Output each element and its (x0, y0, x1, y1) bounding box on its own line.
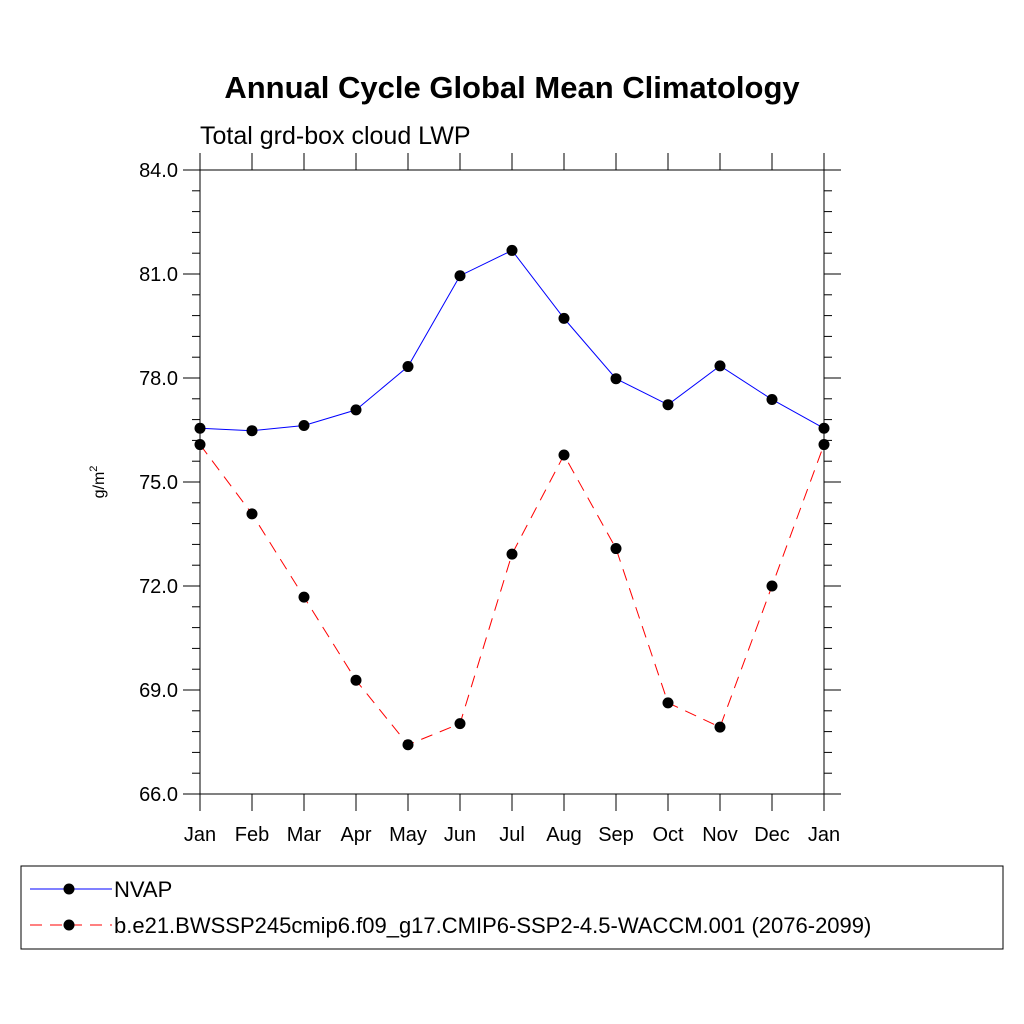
y-tick-label: 66.0 (139, 784, 178, 806)
series-1-point (194, 422, 206, 434)
series-1-point (402, 361, 414, 373)
series-line-2 (199, 444, 825, 746)
series-1-point (506, 244, 518, 256)
y-tick-label: 78.0 (139, 368, 178, 390)
x-tick-label: Oct (652, 824, 684, 846)
y-tick-label: 81.0 (139, 264, 178, 286)
series-2-point (194, 439, 206, 451)
legend-marker-1 (63, 883, 75, 895)
series-2-point (610, 543, 622, 555)
y-axis-label-superscript: 2 (88, 466, 100, 472)
x-tick-label: Mar (287, 824, 322, 846)
series-2-point (766, 580, 778, 592)
y-axis-label: g/m2 (88, 466, 108, 499)
legend-marker-2 (63, 919, 75, 931)
y-axis-label-text: g/m (91, 472, 108, 499)
legend-label-1: NVAP (114, 877, 172, 902)
x-tick-label: May (389, 824, 427, 846)
series-2-point (454, 718, 466, 730)
series-1-point (610, 373, 622, 385)
legend: NVAP b.e21.BWSSP245cmip6.f09_g17.CMIP6-SS… (30, 877, 871, 938)
x-tick-label: Aug (546, 824, 582, 846)
legend-box (20, 865, 1004, 950)
y-tick-label: 69.0 (139, 680, 178, 702)
svg-text:g/m2: g/m2 (88, 466, 108, 499)
chart-subtitle: Total grd-box cloud LWP (200, 122, 471, 150)
series-2-point (298, 591, 310, 603)
y-tick-label: 72.0 (139, 576, 178, 598)
chart-title: Annual Cycle Global Mean Climatology (224, 70, 800, 105)
legend-label-2: b.e21.BWSSP245cmip6.f09_g17.CMIP6-SSP2-4… (114, 913, 871, 938)
x-tick-label: Dec (754, 824, 790, 846)
series-2-point (402, 739, 414, 751)
x-tick-label: Nov (702, 824, 738, 846)
plot-frame (199, 169, 825, 795)
x-tick-label: Sep (598, 824, 634, 846)
x-tick-label: Jul (499, 824, 525, 846)
series-1-point (662, 399, 674, 411)
series-1-point (714, 360, 726, 372)
series-2-point (662, 697, 674, 709)
x-tick-label: Apr (340, 824, 371, 846)
series-2-point (714, 721, 726, 733)
axes: 66.0 69.0 72.0 75.0 78.0 81.0 84.0 Jan Feb Mar Apr… (139, 153, 841, 846)
series-1-point (350, 404, 362, 416)
series-line-1 (199, 249, 825, 432)
series-2-point (350, 674, 362, 686)
x-tick-label: Jan (808, 824, 840, 846)
series-1-point (558, 312, 570, 324)
series-1-point (818, 422, 830, 434)
x-tick-label: Jun (444, 824, 476, 846)
x-tick-label: Feb (235, 824, 269, 846)
series-1-point (246, 425, 258, 437)
series-2-point (558, 449, 570, 461)
series-2-point (246, 508, 258, 520)
series-1-point (454, 270, 466, 282)
series-2-point (506, 548, 518, 560)
x-tick-label: Jan (184, 824, 216, 846)
y-tick-label: 84.0 (139, 160, 178, 182)
series-1-point (766, 393, 778, 405)
series-1-point (298, 419, 310, 431)
series-layer (194, 244, 830, 751)
series-2-point (818, 439, 830, 451)
y-tick-label: 75.0 (139, 472, 178, 494)
